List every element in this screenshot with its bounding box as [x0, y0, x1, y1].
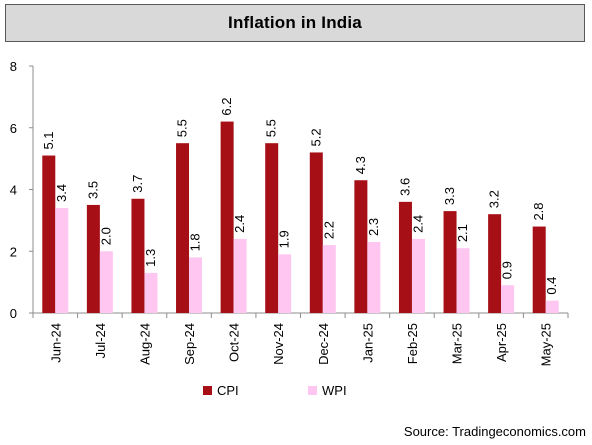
x-category-label: Jan-25 — [360, 323, 375, 363]
cpi-data-label: 5.2 — [308, 128, 323, 146]
cpi-bar — [398, 201, 412, 313]
cpi-data-label: 3.7 — [130, 175, 145, 193]
wpi-data-label: 0.9 — [500, 261, 515, 279]
cpi-data-label: 3.6 — [397, 178, 412, 196]
cpi-data-label: 3.2 — [487, 190, 502, 208]
cpi-bar — [354, 180, 368, 313]
wpi-data-label: 3.4 — [54, 184, 69, 202]
wpi-data-label: 1.8 — [188, 233, 203, 251]
wpi-bar — [545, 300, 559, 313]
wpi-bar — [367, 241, 381, 313]
legend-cpi-label: CPI — [217, 383, 239, 398]
cpi-data-label: 5.5 — [264, 119, 279, 137]
y-tick-label: 8 — [10, 59, 17, 74]
y-tick-label: 4 — [10, 183, 17, 198]
cpi-data-label: 6.2 — [219, 97, 234, 115]
wpi-data-label: 1.3 — [143, 249, 158, 267]
cpi-bar — [443, 211, 457, 313]
x-category-label: Mar-25 — [450, 323, 465, 364]
chart-title: Inflation in India — [5, 4, 585, 42]
wpi-bar — [411, 238, 425, 313]
y-tick-label: 6 — [10, 121, 17, 136]
wpi-data-label: 2.3 — [366, 218, 381, 236]
x-category-label: Oct-24 — [227, 323, 242, 362]
cpi-bar — [488, 214, 502, 313]
wpi-bar — [55, 208, 69, 313]
x-category-label: Jun-24 — [48, 323, 63, 363]
x-category-label: Dec-24 — [316, 323, 331, 365]
source-note: Source: Tradingeconomics.com — [403, 424, 586, 439]
y-tick-label: 2 — [10, 244, 17, 259]
x-category-label: Jul-24 — [93, 323, 108, 358]
wpi-bar — [189, 257, 203, 313]
wpi-data-label: 2.1 — [455, 224, 470, 242]
x-category-label: Aug-24 — [137, 323, 152, 365]
wpi-bar — [144, 272, 158, 313]
cpi-bar — [176, 143, 190, 313]
cpi-bar — [532, 226, 546, 313]
cpi-data-label: 4.3 — [353, 156, 368, 174]
x-category-label: May-25 — [539, 323, 554, 366]
cpi-data-label: 5.5 — [175, 119, 190, 137]
x-category-label: Feb-25 — [405, 323, 420, 364]
wpi-data-label: 2.0 — [98, 227, 113, 245]
wpi-data-label: 0.4 — [544, 277, 559, 295]
wpi-data-label: 2.4 — [232, 215, 247, 233]
x-category-label: Nov-24 — [271, 323, 286, 365]
legend-wpi-swatch — [308, 386, 317, 395]
cpi-bar — [131, 198, 145, 313]
y-tick-label: 0 — [10, 306, 17, 321]
cpi-data-label: 3.3 — [442, 187, 457, 205]
wpi-bar — [278, 254, 292, 313]
x-category-label: Apr-25 — [494, 323, 509, 362]
cpi-bar — [309, 152, 323, 313]
cpi-bar — [86, 204, 100, 313]
cpi-bar — [42, 155, 56, 313]
cpi-bar — [265, 143, 279, 313]
x-category-label: Sep-24 — [182, 323, 197, 365]
cpi-data-label: 2.8 — [531, 202, 546, 220]
cpi-data-label: 5.1 — [41, 131, 56, 149]
wpi-bar — [99, 251, 113, 313]
wpi-data-label: 2.2 — [321, 221, 336, 239]
wpi-data-label: 1.9 — [277, 230, 292, 248]
cpi-data-label: 3.5 — [85, 181, 100, 199]
legend-cpi-swatch — [203, 386, 212, 395]
wpi-bar — [501, 285, 515, 313]
wpi-bar — [233, 238, 247, 313]
wpi-bar — [322, 245, 336, 313]
legend-wpi-label: WPI — [322, 383, 347, 398]
wpi-data-label: 2.4 — [410, 215, 425, 233]
cpi-bar — [220, 121, 234, 313]
wpi-bar — [456, 248, 470, 313]
